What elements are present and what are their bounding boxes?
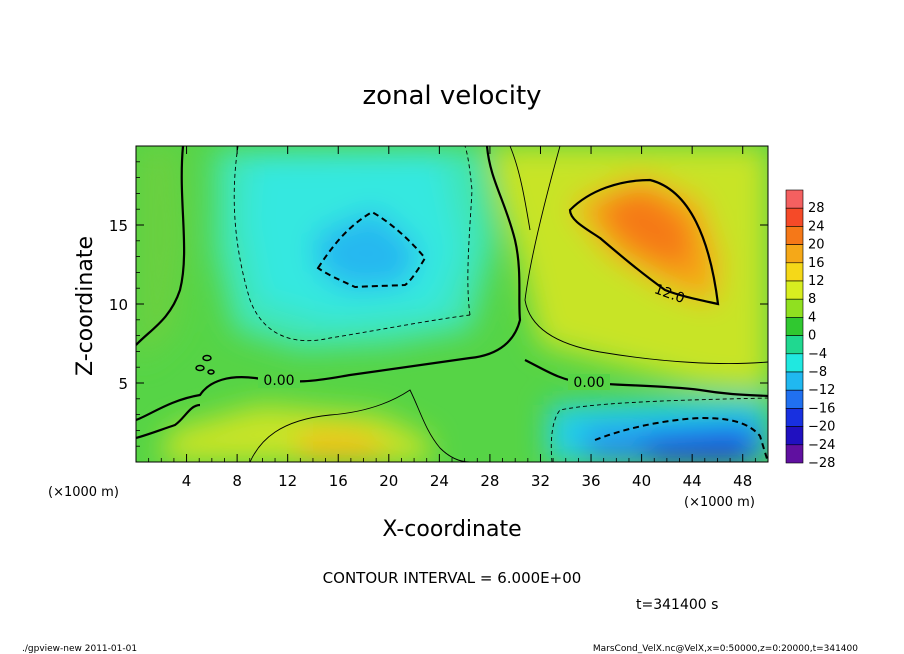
colorbar-swatch [785,244,804,264]
colorbar-swatch [785,408,804,427]
y-tick-label: 10 [109,296,128,314]
field-orange-core [600,190,690,270]
contour-neg3-left [233,146,471,342]
velocity-field [136,146,768,462]
colorbar-swatch [785,317,804,336]
colorbar-swatch [785,189,804,209]
contour-small-blob [207,369,215,375]
colorbar-label: 20 [808,238,825,253]
time-label: t=341400 s [636,597,718,613]
colorbar-label: 16 [808,256,825,271]
colorbar-label: −12 [808,383,835,398]
colorbar-swatch [785,207,804,227]
contour-pos3-bottom [249,389,471,462]
colorbar-swatch [785,353,804,373]
colorbar-swatch [785,371,804,391]
colorbar-swatch [785,426,804,446]
footer-right: MarsCond_VelX.nc@VelX,x=0:50000,z=0:2000… [593,644,858,654]
colorbar-swatch [785,280,804,300]
x-tick-label: 44 [683,472,702,490]
colorbar-label: −4 [808,347,827,362]
colorbar-label: −28 [808,456,835,471]
y-tick-label: 5 [118,375,128,393]
field-blue-core [315,210,420,290]
x-axis-label: X-coordinate [382,517,521,542]
colorbar-swatch [785,444,804,464]
field-bottom-orange-spot [300,430,390,462]
x-tick-label: 24 [430,472,449,490]
contour-small-blob [195,364,205,372]
contour-zero-bottom [136,403,201,440]
x-axis: 4 8 12 16 20 24 28 32 36 40 44 48 [148,146,756,490]
x-tick-label: 16 [329,472,348,490]
colorbar-swatch [785,226,804,245]
contour-neg6-blue-core [316,210,427,289]
x-tick-label: 40 [632,472,651,490]
colorbar-label: 8 [808,292,816,307]
footer-left: ./gpview-new 2011-01-01 [22,644,137,654]
y-axis-unit: (×1000 m) [684,495,755,510]
x-tick-label: 4 [182,472,192,490]
y-tick-label: 15 [109,217,128,235]
colorbar-swatch [785,298,804,318]
colorbar-label: 24 [808,219,825,234]
colorbar-swatch [785,389,804,409]
contour-zero-right [524,359,768,398]
colorbar-label: −24 [808,438,835,453]
x-tick-label: 48 [733,472,752,490]
y-axis-label: Z-coordinate [73,236,98,376]
contour-small-blob [202,354,212,362]
x-axis-unit: (×1000 m) [48,485,119,500]
colorbar-label: 0 [808,329,816,344]
colorbar-label: 12 [808,274,825,289]
x-tick-label: 36 [581,472,600,490]
colorbar-swatch [785,262,804,282]
contour-pos3-right [509,146,531,231]
contour-label-bg [258,372,300,388]
contour-zero-left [136,146,186,346]
colorbar-label: −20 [808,420,835,435]
contour-zero-middle [136,146,522,422]
colorbar: 28 24 20 16 12 8 4 0 −4 −8 −12 −16 −20 −24 −28 [785,189,835,471]
contour-lines [136,146,768,462]
contour-neg3-bottom [550,397,768,462]
contour-label: 0.00 [263,373,294,389]
colorbar-label: −8 [808,365,827,380]
colorbar-swatch [785,335,804,355]
field-bottom-deep-blue [640,432,755,462]
contour-twelve [568,178,720,306]
y-axis: 5 10 15 [109,161,768,447]
x-tick-label: 32 [531,472,550,490]
chart-title: zonal velocity [362,81,541,111]
x-tick-label: 8 [232,472,242,490]
x-tick-label: 28 [480,472,499,490]
contour-pos3-center [524,146,768,364]
x-tick-label: 20 [379,472,398,490]
contour-interval-note: CONTOUR INTERVAL = 6.000E+00 [323,569,582,587]
plot-area: 0.00 0.00 12.0 [136,146,768,462]
colorbar-label: −16 [808,401,835,416]
contour-neg3-right [464,146,473,316]
contour-label-bg [568,374,610,390]
contour-label: 0.00 [573,375,604,391]
colorbar-label: 4 [808,310,816,325]
colorbar-label: 28 [808,201,825,216]
x-tick-label: 12 [278,472,297,490]
